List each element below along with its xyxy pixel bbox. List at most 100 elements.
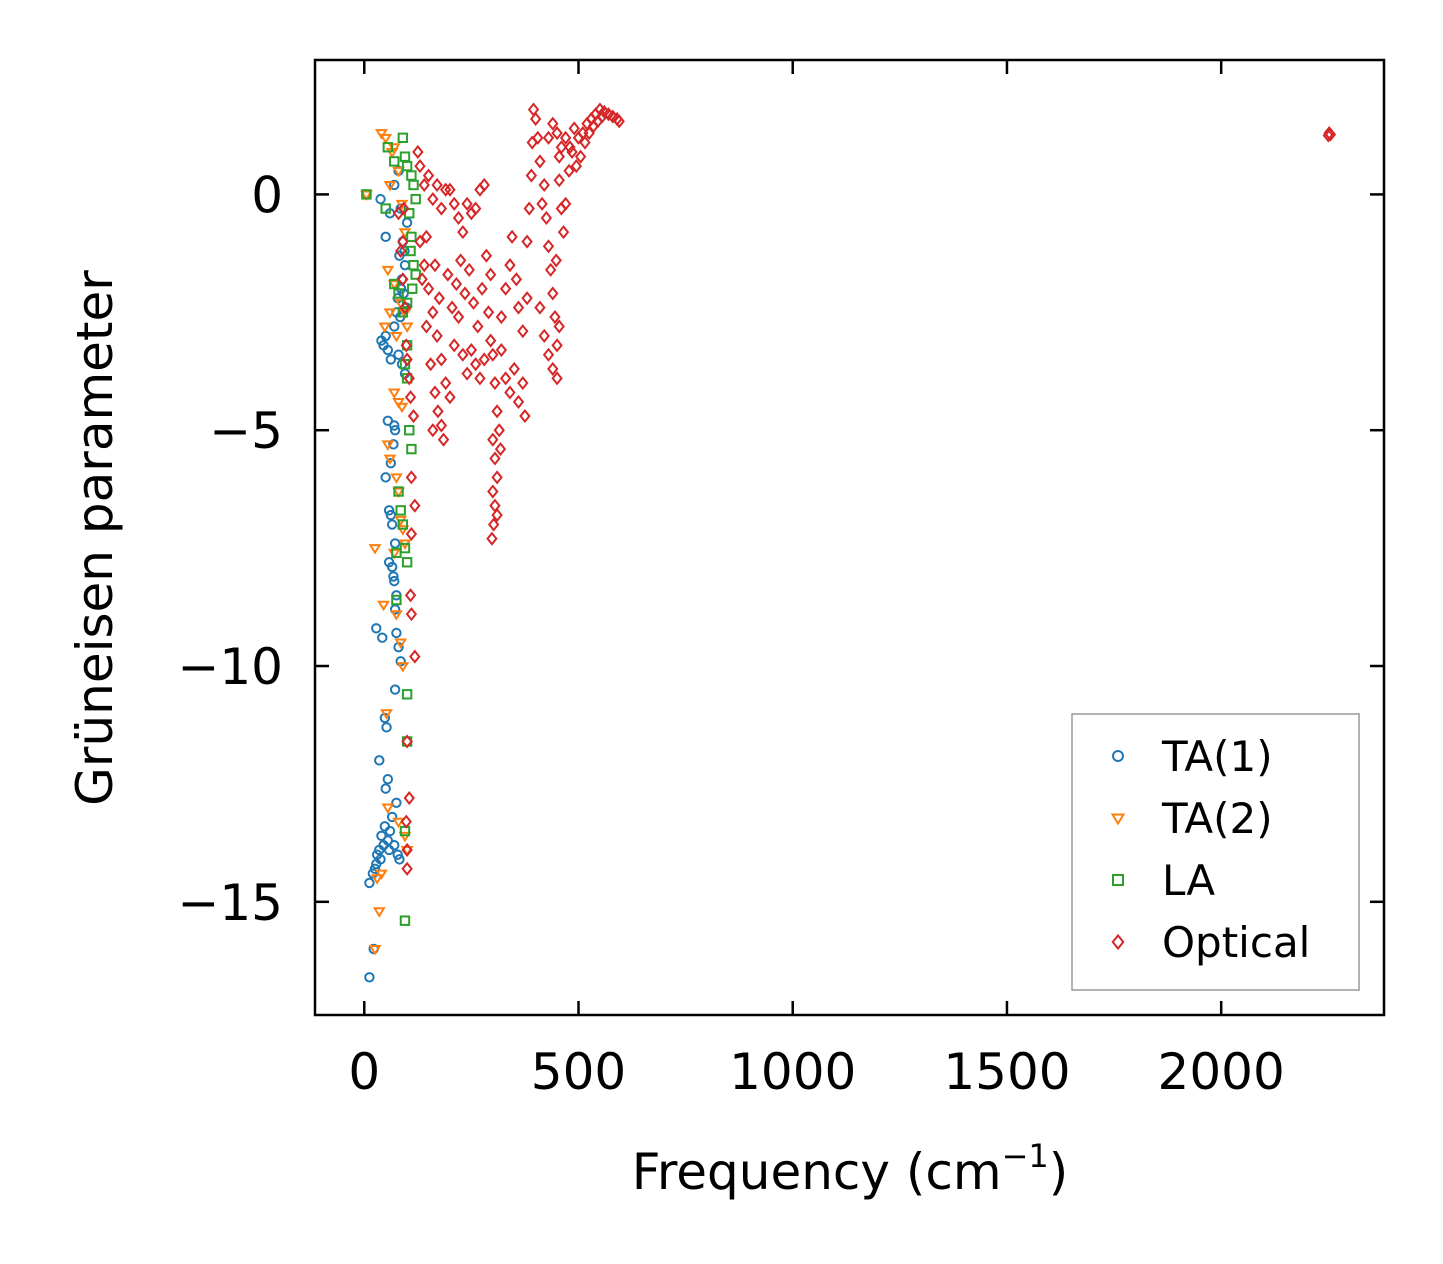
- data-point: [512, 394, 525, 409]
- data-point: [390, 331, 403, 343]
- data-point: [446, 300, 458, 315]
- data-point: [381, 440, 395, 451]
- data-point: [403, 791, 415, 806]
- data-point: [482, 305, 495, 320]
- data-point: [553, 319, 565, 334]
- data-point: [574, 149, 587, 164]
- data-point: [435, 352, 448, 367]
- data-point: [429, 385, 441, 400]
- data-point: [401, 861, 413, 876]
- data-point: [414, 234, 426, 249]
- data-point: [555, 140, 568, 155]
- data-point: [400, 814, 412, 829]
- data-point: [387, 280, 401, 291]
- data-point: [435, 418, 448, 433]
- data-point: [448, 338, 460, 353]
- data-point: [452, 309, 465, 325]
- data-point: [392, 166, 405, 178]
- legend-marker: [1112, 874, 1124, 886]
- data-point: [486, 531, 498, 546]
- data-point: [476, 281, 488, 296]
- data-point: [393, 288, 404, 299]
- x-tick-label: 1000: [729, 1043, 856, 1101]
- legend-item: Optical: [1111, 918, 1310, 967]
- data-point: [380, 472, 391, 483]
- data-point: [521, 291, 533, 306]
- data-point: [392, 849, 403, 860]
- data-point: [388, 571, 399, 582]
- data-points: [360, 102, 1337, 983]
- data-point: [364, 877, 375, 889]
- data-point: [395, 505, 406, 516]
- data-point: [368, 544, 382, 555]
- data-point: [377, 632, 388, 643]
- data-point: [391, 797, 402, 808]
- series-optical: [392, 102, 1337, 876]
- data-point: [405, 607, 418, 622]
- data-point: [487, 517, 500, 532]
- data-point: [439, 375, 452, 391]
- data-point: [553, 149, 565, 164]
- data-point: [534, 154, 546, 169]
- data-point: [452, 210, 465, 226]
- data-point: [394, 854, 405, 865]
- data-point: [385, 458, 397, 469]
- data-point: [404, 390, 417, 405]
- data-point: [399, 151, 411, 162]
- data-point: [459, 286, 471, 301]
- data-point: [495, 342, 508, 358]
- data-point: [398, 831, 412, 843]
- data-point: [390, 473, 403, 484]
- data-point: [391, 627, 402, 639]
- data-point: [508, 361, 520, 376]
- data-point: [435, 201, 448, 216]
- data-point: [401, 217, 413, 228]
- data-point: [457, 225, 469, 240]
- data-point: [506, 229, 518, 244]
- data-point: [409, 649, 421, 664]
- data-point: [474, 371, 486, 386]
- data-point: [389, 179, 400, 191]
- data-point: [484, 267, 497, 282]
- data-point: [397, 307, 409, 318]
- data-point: [442, 267, 454, 282]
- data-point: [536, 196, 548, 211]
- data-point: [553, 173, 565, 188]
- legend-label: Optical: [1162, 918, 1310, 967]
- data-point: [389, 684, 401, 695]
- data-point: [491, 404, 503, 419]
- data-point: [1324, 127, 1337, 142]
- data-point: [401, 734, 413, 749]
- data-point: [570, 159, 583, 174]
- data-point: [563, 163, 575, 178]
- data-point: [397, 132, 409, 144]
- data-point: [521, 234, 533, 249]
- data-point: [499, 371, 512, 386]
- data-point: [379, 133, 393, 145]
- data-point: [401, 352, 413, 367]
- data-point: [405, 526, 418, 542]
- data-point: [494, 442, 507, 457]
- y-tick-label: −10: [177, 638, 283, 696]
- legend-item: TA(1): [1112, 732, 1273, 781]
- legend-label: TA(1): [1161, 732, 1273, 781]
- data-point: [360, 190, 373, 201]
- x-axis-label-main: Frequency (cm: [632, 1143, 1002, 1201]
- data-point: [380, 709, 393, 720]
- data-point: [444, 182, 456, 197]
- data-point: [550, 253, 562, 268]
- data-point: [389, 425, 401, 436]
- legend-marker: [1112, 750, 1124, 762]
- data-point: [491, 470, 503, 485]
- data-point: [427, 423, 439, 438]
- data-point: [439, 182, 452, 197]
- data-point: [420, 229, 433, 244]
- data-point: [400, 338, 412, 353]
- data-point: [382, 142, 394, 153]
- data-point: [517, 324, 529, 339]
- data-point: [540, 210, 553, 226]
- data-point: [431, 177, 443, 193]
- data-point: [431, 328, 443, 343]
- data-point: [401, 842, 413, 857]
- data-point: [387, 388, 401, 400]
